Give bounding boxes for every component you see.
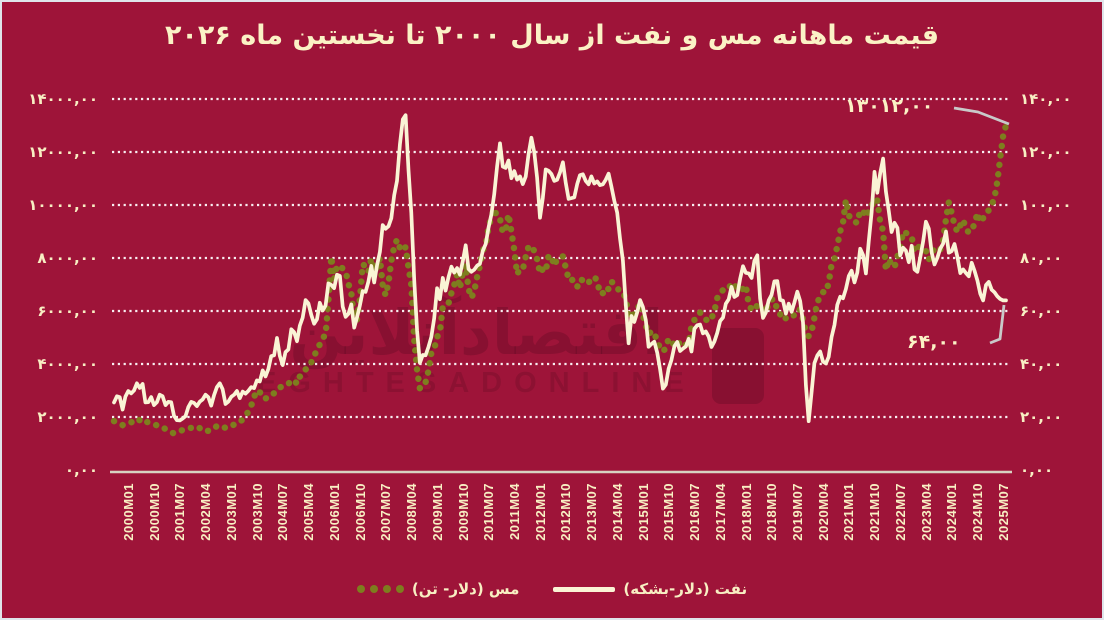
right-axis-tick-label: ۸۰,۰۰ (1020, 249, 1063, 267)
x-axis-tick-label: 2016M07 (687, 483, 703, 541)
copper-dots-marker-icon (356, 585, 404, 593)
x-axis-tick-label: 2004M07 (275, 483, 291, 541)
x-axis-tick-label: 2014M04 (609, 483, 625, 541)
left-axis-tick-label: ۴۰۰۰,۰۰ (37, 355, 98, 373)
x-axis-tick-label: 2024M10 (970, 483, 986, 541)
x-axis-tick-label: 2020M04 (815, 483, 831, 541)
x-axis-tick-label: 2003M10 (249, 483, 265, 541)
oil-line-marker-icon (553, 586, 616, 592)
copper-annotation-callout-line (953, 106, 1010, 126)
x-axis-tick-label: 2024M01 (944, 483, 960, 541)
x-axis-tick-label: 2012M10 (558, 483, 574, 541)
x-axis-tick-label: 2009M10 (455, 483, 471, 541)
x-axis-tick-label: 2010M07 (481, 483, 497, 541)
legend-item-oil: نفت (دلار-بشکه) (553, 580, 747, 598)
legend-item-copper: مس (دلار- تن) (356, 580, 520, 598)
x-axis-tick-label: 2008M04 (404, 483, 420, 541)
x-axis-tick-label: 2012M01 (532, 483, 548, 541)
left-axis-tick-label: ۸۰۰۰,۰۰ (37, 249, 98, 267)
x-axis-tick-label: 2001M07 (172, 483, 188, 541)
right-axis-tick-label: ۱۴۰,۰۰ (1020, 90, 1072, 108)
right-axis-tick-label: ۴۰,۰۰ (1020, 355, 1063, 373)
left-axis-tick-label: ۱۰۰۰۰,۰۰ (28, 196, 98, 214)
x-axis-tick-label: 2006M01 (326, 483, 342, 541)
x-axis-tick-label: 2006M10 (352, 483, 368, 541)
oil-last-value-annotation: ۶۴,۰۰ (907, 331, 961, 353)
legend-label-copper: مس (دلار- تن) (411, 580, 520, 598)
x-axis-tick-label: 2013M07 (584, 483, 600, 541)
x-axis-tick-label: 2025M07 (995, 483, 1011, 541)
left-axis-tick-label: ۶۰۰۰,۰۰ (37, 302, 98, 320)
right-axis-tick-label: ۶۰,۰۰ (1020, 302, 1063, 320)
x-axis-tick-label: 2019M07 (790, 483, 805, 541)
left-axis-tick-label: ۱۴۰۰۰,۰۰ (28, 90, 98, 108)
right-axis-tick-label: ۱۰۰,۰۰ (1020, 196, 1072, 214)
x-axis-tick-label: 2017M04 (712, 483, 728, 541)
copper-series-dotted-line (110, 122, 1010, 438)
legend-label-oil: نفت (دلار-بشکه) (623, 580, 748, 598)
x-axis-tick-label: 2023M04 (918, 483, 934, 541)
x-axis-tick-label: 2002M04 (198, 483, 214, 541)
x-axis-tick-label: 2018M01 (738, 483, 754, 541)
right-axis-tick-label: ۱۲۰,۰۰ (1020, 143, 1072, 161)
x-axis-tick-label: 2018M10 (764, 483, 780, 541)
left-axis-tick-label: ۰,۰۰ (64, 461, 98, 479)
x-axis-tick-label: 2011M04 (506, 483, 522, 540)
x-axis-tick-label: 2021M10 (867, 483, 883, 541)
left-axis-tick-label: ۲۰۰۰,۰۰ (37, 408, 98, 426)
x-axis-tick-label: 2021M01 (841, 483, 857, 541)
chart-title: قیمت ماهانه مس و نفت از سال ۲۰۰۰ تا نخست… (164, 20, 940, 51)
x-axis-tick-label: 2000M10 (146, 483, 162, 541)
x-axis-tick-label: 2009M01 (429, 483, 445, 541)
x-axis-tick-label: 2003M01 (223, 483, 239, 541)
x-axis-tick-label: 2015M10 (661, 483, 677, 541)
x-axis-tick-label: 2007M07 (378, 483, 394, 541)
legend: مس (دلار- تن) نفت (دلار-بشکه) (2, 580, 1102, 598)
copper-last-value-annotation: ۱۳۰۱۲,۰۰ (845, 95, 934, 117)
x-axis-tick-label: 2022M07 (892, 483, 908, 541)
x-axis-tick-label: 2005M04 (301, 483, 317, 541)
x-axis-tick-label: 2000M01 (121, 483, 136, 541)
left-axis-tick-label: ۱۲۰۰۰,۰۰ (28, 143, 98, 161)
x-axis-tick-label: 2015M01 (635, 483, 651, 541)
oil-series-line (112, 113, 1008, 424)
oil-annotation-callout-line (989, 304, 1006, 345)
right-axis-tick-label: ۲۰,۰۰ (1020, 408, 1063, 426)
right-axis-tick-label: ۰,۰۰ (1020, 461, 1054, 479)
